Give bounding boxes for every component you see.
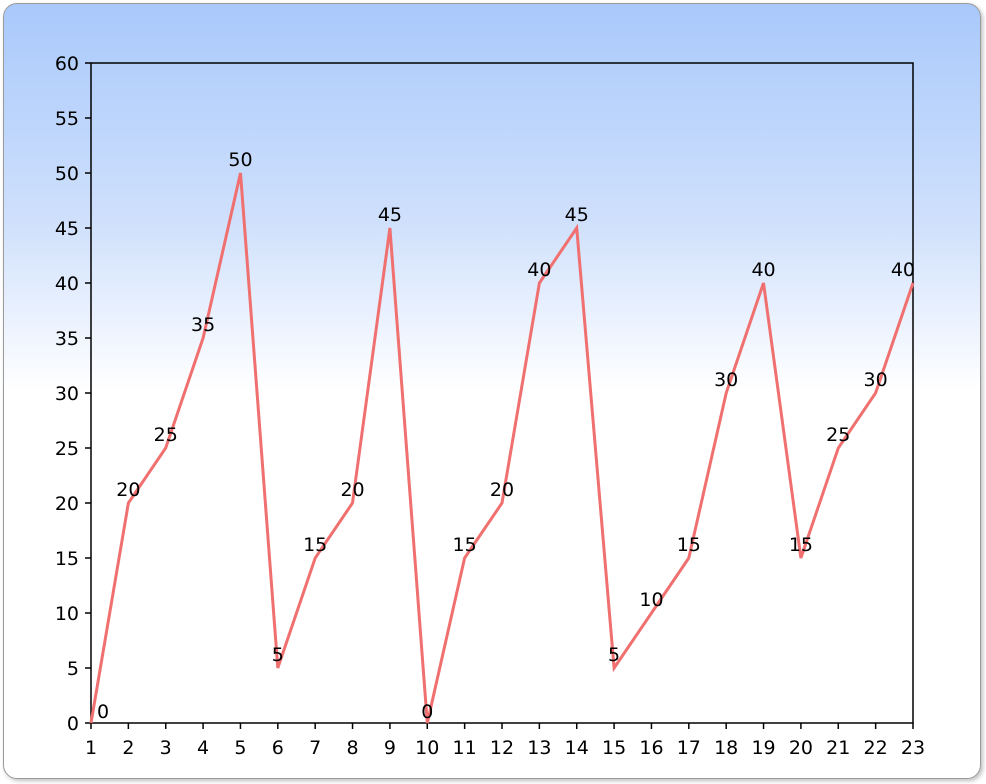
data-label: 40 bbox=[891, 259, 915, 281]
x-tick-label: 11 bbox=[453, 737, 477, 759]
x-tick-label: 16 bbox=[639, 737, 663, 759]
y-axis: 0 5 10 15 20 25 30 35 40 45 50 55 60 bbox=[55, 53, 91, 735]
x-tick-label: 18 bbox=[714, 737, 738, 759]
x-tick-label: 9 bbox=[384, 737, 396, 759]
x-tick-label: 17 bbox=[677, 737, 701, 759]
y-tick-label: 60 bbox=[55, 53, 79, 75]
data-labels: 0 20 25 35 50 5 15 20 45 0 15 20 40 45 5 10 15 30 40 15 25 30… bbox=[97, 149, 915, 723]
data-label: 0 bbox=[97, 701, 109, 723]
data-label: 15 bbox=[303, 534, 327, 556]
y-tick-label: 0 bbox=[67, 713, 79, 735]
data-label: 30 bbox=[864, 369, 888, 391]
x-tick-label: 4 bbox=[197, 737, 209, 759]
y-tick-label: 15 bbox=[55, 548, 79, 570]
x-tick-label: 20 bbox=[789, 737, 813, 759]
data-label: 15 bbox=[677, 534, 701, 556]
y-tick-label: 35 bbox=[55, 328, 79, 350]
x-tick-label: 14 bbox=[565, 737, 589, 759]
x-tick-label: 1 bbox=[85, 737, 97, 759]
chart-frame bbox=[3, 3, 981, 779]
x-tick-label: 15 bbox=[602, 737, 626, 759]
data-label: 35 bbox=[191, 314, 215, 336]
data-label: 25 bbox=[826, 424, 850, 446]
y-tick-label: 20 bbox=[55, 493, 79, 515]
series-line bbox=[89, 172, 915, 724]
data-label: 40 bbox=[751, 259, 775, 281]
data-label: 5 bbox=[272, 644, 284, 666]
data-label: 10 bbox=[639, 589, 663, 611]
y-tick-label: 25 bbox=[55, 438, 79, 460]
x-tick-label: 5 bbox=[234, 737, 246, 759]
x-tick-label: 10 bbox=[415, 737, 439, 759]
plot-area bbox=[90, 62, 914, 724]
x-axis: 1 2 3 4 5 6 7 8 9 10 11 12 13 14 15 16 17 18 19 20 21 22 23 bbox=[85, 723, 925, 759]
y-tick-label: 55 bbox=[55, 108, 79, 130]
data-label: 40 bbox=[527, 259, 551, 281]
data-label: 5 bbox=[608, 644, 620, 666]
data-label: 20 bbox=[116, 479, 140, 501]
data-label: 50 bbox=[228, 149, 252, 171]
x-tick-label: 19 bbox=[751, 737, 775, 759]
data-label: 45 bbox=[565, 204, 589, 226]
y-tick-label: 50 bbox=[55, 163, 79, 185]
x-tick-label: 3 bbox=[160, 737, 172, 759]
data-label: 0 bbox=[421, 701, 433, 723]
data-label: 15 bbox=[453, 534, 477, 556]
x-tick-label: 8 bbox=[346, 737, 358, 759]
data-label: 15 bbox=[789, 534, 813, 556]
x-tick-label: 21 bbox=[826, 737, 850, 759]
data-label: 25 bbox=[154, 424, 178, 446]
x-tick-label: 12 bbox=[490, 737, 514, 759]
x-tick-label: 23 bbox=[901, 737, 925, 759]
y-tick-label: 30 bbox=[55, 383, 79, 405]
x-tick-label: 6 bbox=[272, 737, 284, 759]
y-tick-label: 40 bbox=[55, 273, 79, 295]
y-tick-label: 5 bbox=[67, 658, 79, 680]
data-label: 20 bbox=[340, 479, 364, 501]
data-label: 30 bbox=[714, 369, 738, 391]
x-tick-label: 2 bbox=[122, 737, 134, 759]
data-label: 45 bbox=[378, 204, 402, 226]
x-tick-label: 22 bbox=[864, 737, 888, 759]
data-label: 20 bbox=[490, 479, 514, 501]
x-tick-label: 7 bbox=[309, 737, 321, 759]
y-tick-label: 45 bbox=[55, 218, 79, 240]
y-tick-label: 10 bbox=[55, 603, 79, 625]
x-tick-label: 13 bbox=[527, 737, 551, 759]
